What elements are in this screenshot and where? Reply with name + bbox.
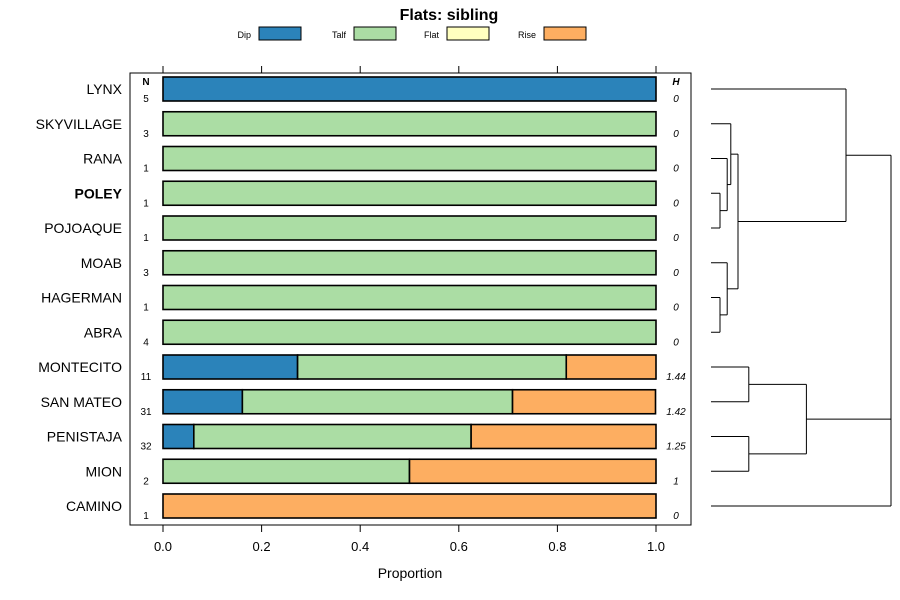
row-label: POLEY xyxy=(75,185,123,201)
x-tick-label: 0.6 xyxy=(450,539,468,554)
bar-segment-rise xyxy=(162,493,657,519)
row-label: SAN MATEO xyxy=(41,394,123,410)
bar-segment-dip xyxy=(162,76,657,102)
bar-segment-talf xyxy=(241,388,514,415)
x-tick-label: 0.4 xyxy=(351,539,369,554)
row-hagerman: HAGERMAN 1 0 xyxy=(41,284,679,314)
row-n-value: 32 xyxy=(140,442,152,453)
row-h-value: 0 xyxy=(673,129,679,140)
bar-segment-rise xyxy=(408,458,657,485)
bar-segment-talf xyxy=(162,458,411,485)
bar-segment-dip xyxy=(162,423,195,450)
n-column-header: N xyxy=(142,77,149,88)
plot-panel xyxy=(129,72,692,526)
legend: Dip Talf Flat Rise xyxy=(237,26,587,41)
x-axis: 0.0 0.2 0.4 0.6 0.8 1.0 xyxy=(154,66,665,554)
row-n-value: 5 xyxy=(143,94,149,105)
h-column-header: H xyxy=(672,77,680,88)
row-n-value: 1 xyxy=(143,233,149,244)
row-n-value: 31 xyxy=(140,407,152,418)
row-mion: MION 2 1 xyxy=(85,458,679,487)
bar-segment-talf xyxy=(162,180,657,207)
bar-segment-talf xyxy=(162,145,657,172)
row-n-value: 1 xyxy=(143,303,149,314)
bar-segment-talf xyxy=(162,249,657,276)
row-label: MOAB xyxy=(81,255,122,271)
row-n-value: 1 xyxy=(143,198,149,209)
row-moab: MOAB 3 0 xyxy=(81,249,679,279)
row-label: LYNX xyxy=(86,81,122,97)
row-h-value: 0 xyxy=(673,94,679,105)
bar-segment-talf xyxy=(162,110,657,137)
x-tick-label: 1.0 xyxy=(647,539,665,554)
row-label: HAGERMAN xyxy=(41,290,122,306)
x-tick-label: 0.0 xyxy=(154,539,172,554)
row-lynx: LYNX 5 0 xyxy=(86,76,679,105)
bar-rows: LYNX 5 0 SKYVILLAGE 3 0 RANA 1 0 POLEY 1 0 POJOAQUE 1… xyxy=(36,76,686,522)
row-camino: CAMINO 1 0 xyxy=(66,493,679,522)
bar-segment-talf xyxy=(162,319,657,346)
row-san-mateo: SAN MATEO 31 1.42 xyxy=(41,388,686,418)
row-h-value: 0 xyxy=(673,303,679,314)
row-h-value: 0 xyxy=(673,198,679,209)
bar-segment-talf xyxy=(296,354,568,380)
row-penistaja: PENISTAJA 32 1.25 xyxy=(47,423,686,453)
bar-segment-rise xyxy=(565,354,657,380)
row-n-value: 1 xyxy=(143,511,149,522)
row-n-value: 3 xyxy=(143,268,149,279)
row-label: MONTECITO xyxy=(38,359,122,375)
row-n-value: 3 xyxy=(143,129,149,140)
row-h-value: 1 xyxy=(673,476,679,487)
row-label: CAMINO xyxy=(66,498,122,514)
bar-segment-dip xyxy=(162,354,299,380)
row-h-value: 0 xyxy=(673,337,679,348)
legend-swatch-flat xyxy=(446,26,490,41)
row-montecito: MONTECITO 11 1.44 xyxy=(38,354,686,383)
x-tick-label: 0.2 xyxy=(253,539,271,554)
row-n-value: 4 xyxy=(143,337,149,348)
dendrogram xyxy=(711,88,892,507)
row-label: MION xyxy=(85,463,122,479)
row-pojoaque: POJOAQUE 1 0 xyxy=(44,215,679,244)
row-label: RANA xyxy=(83,151,123,167)
row-h-value: 1.25 xyxy=(666,442,686,453)
chart-title: Flats: sibling xyxy=(400,7,499,24)
bar-segment-dip xyxy=(162,388,244,415)
bar-segment-talf xyxy=(162,215,657,241)
row-h-value: 0 xyxy=(673,233,679,244)
row-label: SKYVILLAGE xyxy=(36,116,122,132)
row-abra: ABRA 4 0 xyxy=(84,319,679,348)
legend-label-talf: Talf xyxy=(332,30,347,40)
x-tick-label: 0.8 xyxy=(548,539,566,554)
legend-swatch-rise xyxy=(543,26,587,41)
row-n-value: 1 xyxy=(143,164,149,175)
legend-swatch-dip xyxy=(258,26,302,41)
bar-segment-talf xyxy=(162,284,657,311)
row-n-value: 11 xyxy=(141,372,152,383)
row-skyvillage: SKYVILLAGE 3 0 xyxy=(36,110,679,140)
x-axis-label: Proportion xyxy=(378,565,443,581)
row-n-value: 2 xyxy=(143,476,149,487)
legend-label-rise: Rise xyxy=(518,30,536,40)
legend-swatch-talf xyxy=(353,26,397,41)
row-h-value: 1.42 xyxy=(666,407,686,418)
bar-segment-rise xyxy=(470,423,657,450)
row-label: ABRA xyxy=(84,324,123,340)
row-poley: POLEY 1 0 xyxy=(75,180,679,209)
legend-label-flat: Flat xyxy=(424,30,440,40)
row-rana: RANA 1 0 xyxy=(83,145,679,175)
bar-segment-rise xyxy=(511,388,657,415)
row-label: PENISTAJA xyxy=(47,429,123,445)
legend-label-dip: Dip xyxy=(237,30,251,40)
row-h-value: 0 xyxy=(673,511,679,522)
row-h-value: 0 xyxy=(673,164,679,175)
row-h-value: 0 xyxy=(673,268,679,279)
bar-segment-talf xyxy=(193,423,472,450)
row-h-value: 1.44 xyxy=(666,372,686,383)
row-label: POJOAQUE xyxy=(44,220,122,236)
